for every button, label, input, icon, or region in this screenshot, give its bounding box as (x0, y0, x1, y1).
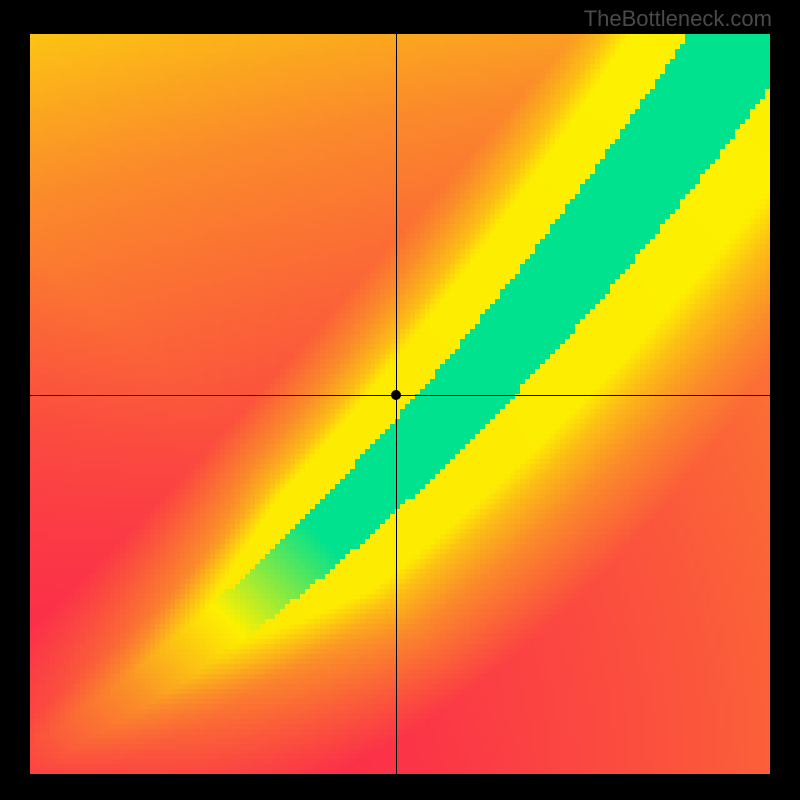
figure-frame: TheBottleneck.com (0, 0, 800, 800)
crosshair-vertical (396, 34, 397, 774)
plot-area (30, 34, 770, 774)
watermark-text: TheBottleneck.com (584, 6, 772, 32)
heatmap-canvas (30, 34, 770, 774)
crosshair-marker (391, 390, 401, 400)
